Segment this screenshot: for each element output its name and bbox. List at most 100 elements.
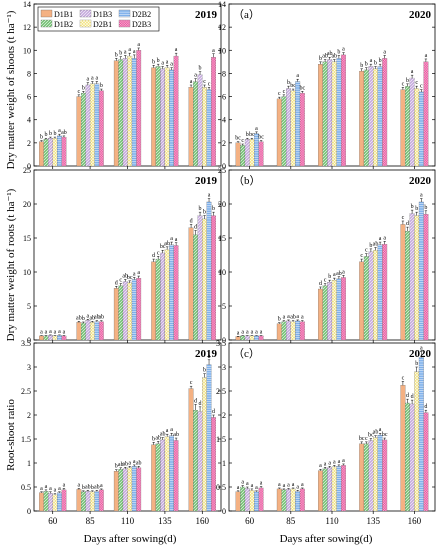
y-tick-label: 10 xyxy=(23,268,31,277)
bar-hatch xyxy=(322,61,328,166)
bar-hatch xyxy=(173,56,179,167)
y-tick-label: 20 xyxy=(23,200,31,209)
significance-letter: a xyxy=(87,313,90,319)
significance-letter: b xyxy=(415,361,418,367)
significance-letter: b xyxy=(119,51,122,57)
significance-letter: c xyxy=(360,253,363,259)
bar-hatch xyxy=(43,335,49,340)
x-tick-label: 60 xyxy=(245,516,255,526)
significance-letter: b xyxy=(203,210,206,216)
bar-hatch xyxy=(409,213,415,340)
significance-letter: a xyxy=(333,272,336,278)
significance-letter: c xyxy=(365,248,368,254)
bar-hatch xyxy=(164,436,170,511)
year-label: 2019 xyxy=(195,348,218,360)
significance-letter: c xyxy=(324,278,327,284)
bar-hatch xyxy=(249,139,255,166)
bar-hatch xyxy=(281,321,287,340)
bar-hatch xyxy=(373,437,378,511)
significance-letter: c xyxy=(157,250,160,256)
bar-hatch xyxy=(81,323,86,340)
y-tick-label: 1.5 xyxy=(21,435,31,444)
significance-letter: ab xyxy=(90,315,96,321)
significance-letter: bc xyxy=(160,244,166,250)
x-tick-label: 160 xyxy=(196,516,210,526)
bar-D1B1 xyxy=(359,70,365,167)
bar-hatch xyxy=(193,81,198,166)
bar-hatch xyxy=(85,85,91,166)
significance-letter: b xyxy=(328,274,331,280)
significance-letter: a xyxy=(342,269,345,275)
significance-letter: a xyxy=(301,482,304,488)
y-tick-label: 3 xyxy=(222,363,226,372)
panel-label: （a） xyxy=(233,8,260,21)
bar-D1B1 xyxy=(235,142,241,167)
bar-hatch xyxy=(160,439,165,511)
bar-hatch xyxy=(57,135,62,166)
significance-letter: a xyxy=(170,427,173,433)
significance-letter: a xyxy=(241,330,244,336)
significance-letter: c xyxy=(415,80,418,86)
y-tick-label: 12 xyxy=(218,23,226,32)
bar-hatch xyxy=(373,250,378,340)
bar-hatch xyxy=(81,491,86,511)
x-axis-label-left: Days after sowing(d) xyxy=(84,533,177,545)
bar-hatch xyxy=(249,335,255,340)
bar-hatch xyxy=(164,249,170,340)
bar-hatch xyxy=(94,321,100,340)
bar-hatch xyxy=(155,443,161,511)
significance-letter: b xyxy=(278,317,281,323)
bar-hatch xyxy=(155,66,161,166)
significance-letter: a xyxy=(128,460,131,466)
bar-D1B1 xyxy=(318,288,323,341)
y-axis-label-shoots: Dry matter weight of shoots (t ha⁻¹) xyxy=(5,10,17,169)
bar-hatch xyxy=(290,321,296,340)
significance-letter: ab xyxy=(118,462,124,468)
bar-D1B1 xyxy=(76,489,82,512)
y-tick-label: 4 xyxy=(27,116,31,125)
significance-letter: b xyxy=(199,206,202,212)
significance-letter: a xyxy=(287,482,290,488)
bar-D1B1 xyxy=(318,470,323,512)
significance-letter: b xyxy=(115,52,118,58)
bar-hatch xyxy=(414,371,419,511)
significance-letter: ab xyxy=(61,130,67,136)
year-label: 2020 xyxy=(409,348,432,360)
bar-hatch xyxy=(295,491,300,511)
bar-hatch xyxy=(332,280,337,340)
bar-hatch xyxy=(202,87,207,166)
bar-hatch xyxy=(211,215,216,340)
bar-hatch xyxy=(48,138,53,166)
significance-letter: d xyxy=(152,253,155,259)
significance-letter: a xyxy=(246,481,249,487)
bar-hatch xyxy=(118,285,124,340)
bar-D1B1 xyxy=(113,288,119,341)
bar-hatch xyxy=(254,133,259,166)
bar-hatch xyxy=(127,56,132,167)
bar-hatch xyxy=(131,279,137,340)
significance-letter: a xyxy=(63,330,66,336)
y-tick-label: 3.5 xyxy=(216,339,226,348)
bar-D1B1 xyxy=(276,323,282,341)
significance-letter: a xyxy=(278,482,281,488)
bar-hatch xyxy=(52,335,58,340)
bar-hatch xyxy=(249,490,255,511)
significance-letter: a xyxy=(100,483,103,489)
bar-hatch xyxy=(245,335,250,340)
significance-letter: a xyxy=(420,346,423,352)
significance-letter: ab xyxy=(160,432,166,438)
significance-letter: a xyxy=(208,193,211,199)
y-tick-label: 0 xyxy=(27,507,31,516)
bar-D1B1 xyxy=(113,60,119,167)
y-tick-label: 2.5 xyxy=(21,387,31,396)
bar-hatch xyxy=(364,256,369,340)
bar-hatch xyxy=(61,489,67,511)
bar-hatch xyxy=(405,231,410,340)
bar-D1B1 xyxy=(188,227,194,341)
significance-letter: a xyxy=(301,315,304,321)
bar-hatch xyxy=(197,411,203,511)
bar-hatch xyxy=(419,357,424,511)
y-tick-label: 2.5 xyxy=(216,387,226,396)
